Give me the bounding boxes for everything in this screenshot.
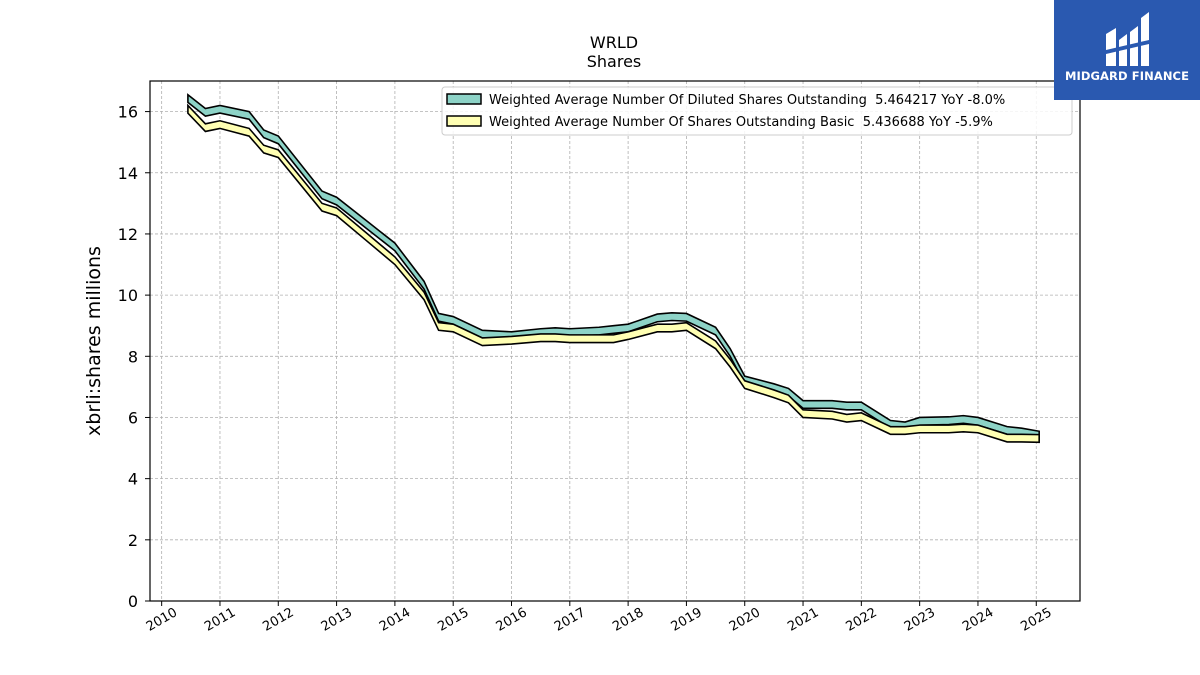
y-tick-label: 2 [128,531,138,550]
legend-swatch-diluted [446,93,482,105]
y-tick-label: 6 [128,408,138,427]
series-band-0 [187,93,1040,440]
x-tick-label: 2018 [610,605,646,635]
x-tick-label: 2015 [435,605,471,635]
series-band-1 [187,103,1040,444]
y-tick-label: 4 [128,470,138,489]
x-tick-label: 2010 [144,605,180,635]
y-tick-label: 14 [118,164,138,183]
midgard-finance-logo: MIDGARD FINANCE [1054,0,1200,100]
y-axis-label: xbrli:shares millions [83,246,105,436]
x-tick-label: 2022 [844,605,880,635]
axis-ticks: 0 2 4 6 8 10 12 14 16 2010 2011 2012 2013 2014 2015 201… [118,103,1055,635]
midgard-logo-icon [1106,12,1149,66]
x-tick-label: 2024 [960,605,996,635]
chart-title: WRLD [590,33,638,52]
y-tick-label: 12 [118,225,138,244]
plot-frame [149,80,1081,602]
x-tick-label: 2020 [727,605,763,635]
chart-subtitle: Shares [587,52,642,71]
x-tick-label: 2011 [202,605,238,635]
legend-label-basic: Weighted Average Number Of Shares Outsta… [489,115,993,130]
series-layer [187,93,1040,444]
y-tick-label: 8 [128,347,138,366]
x-tick-label: 2023 [902,605,938,635]
x-tick-label: 2016 [494,605,530,635]
legend-label-diluted: Weighted Average Number Of Diluted Share… [489,93,1005,108]
y-tick-label: 10 [118,286,138,305]
legend: Weighted Average Number Of Diluted Share… [441,86,1073,136]
x-tick-label: 2014 [377,605,413,635]
x-tick-label: 2019 [669,605,705,635]
x-tick-label: 2025 [1018,605,1054,635]
legend-swatch-basic [446,115,482,127]
y-tick-label: 16 [118,103,138,122]
legend-box [441,86,1073,136]
x-tick-label: 2021 [785,605,821,635]
y-tick-label: 0 [128,592,138,611]
x-tick-label: 2017 [552,605,588,635]
x-tick-label: 2012 [260,605,296,635]
x-tick-label: 2013 [319,605,355,635]
logo-text: MIDGARD FINANCE [1064,69,1190,83]
